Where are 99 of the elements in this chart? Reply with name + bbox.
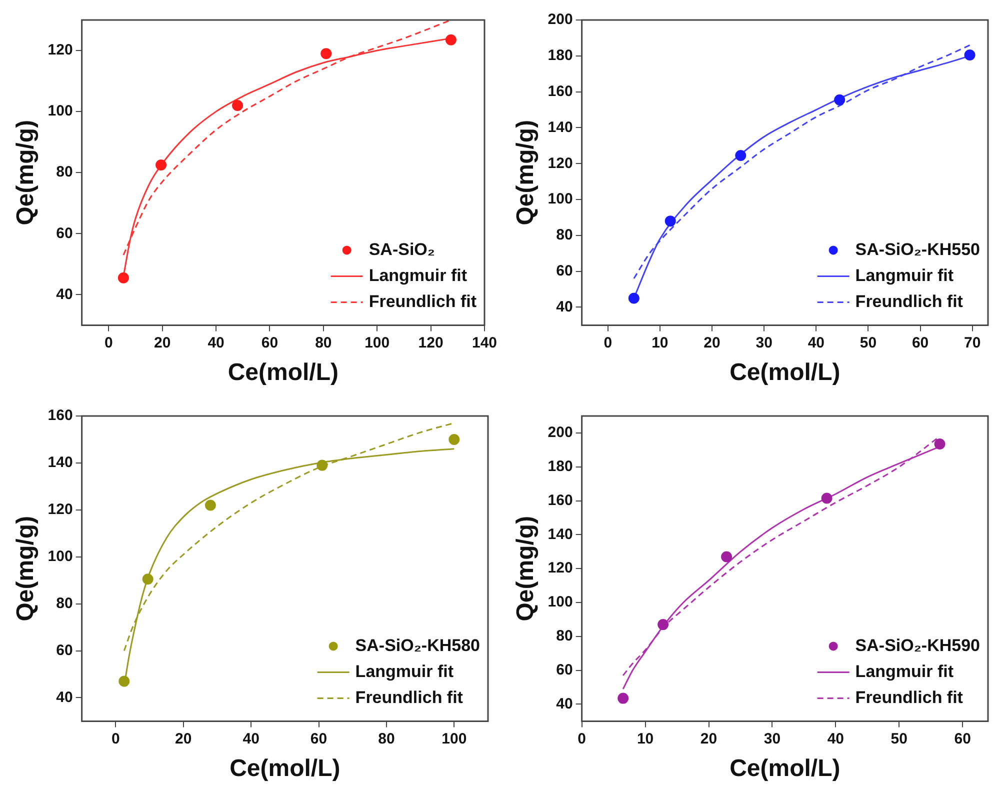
y-tick-label: 100: [48, 102, 73, 120]
y-axis-title: Qe(mg/g): [512, 120, 540, 226]
legend-label: Langmuir fit: [368, 266, 468, 285]
y-tick-label: 40: [56, 286, 73, 303]
y-tick-label: 40: [56, 688, 73, 706]
x-tick-label: 80: [315, 334, 332, 352]
point: [964, 50, 976, 61]
x-tick-label: 70: [964, 334, 981, 352]
y-tick-label: 120: [548, 154, 573, 172]
point: [834, 94, 846, 106]
x-tick-label: 10: [652, 334, 668, 352]
point: [118, 676, 130, 687]
y-tick-label: 40: [556, 695, 573, 712]
point: [232, 100, 244, 111]
x-tick-label: 30: [764, 730, 781, 748]
y-tick-label: 100: [548, 190, 573, 208]
y-tick-label: 140: [548, 526, 573, 543]
point: [721, 551, 732, 562]
y-tick-label: 200: [548, 424, 573, 442]
y-tick-label: 60: [556, 262, 573, 280]
y-tick-label: 60: [56, 642, 73, 659]
point: [204, 500, 216, 511]
x-tick-label: 0: [604, 334, 612, 352]
x-tick-label: 60: [954, 730, 971, 748]
x-tick-label: 140: [472, 334, 497, 352]
point: [628, 292, 640, 304]
point: [118, 272, 129, 284]
point: [448, 434, 460, 445]
point: [934, 438, 946, 450]
legend-label: SA-SiO₂-KH590: [855, 636, 980, 655]
legend-label: SA-SiO₂-KH580: [355, 636, 480, 655]
x-tick-label: 40: [827, 730, 844, 748]
x-tick-label: 60: [310, 730, 328, 748]
x-axis-title: Ce(mol/L): [228, 359, 338, 386]
y-axis-title: Qe(mg/g): [12, 516, 40, 622]
point: [664, 216, 676, 227]
y-tick-label: 80: [56, 164, 73, 181]
point: [735, 150, 746, 162]
y-tick-label: 140: [548, 118, 573, 136]
x-axis-title: Ce(mol/L): [730, 755, 840, 782]
x-tick-label: 40: [242, 730, 260, 748]
x-tick-label: 20: [175, 730, 192, 748]
y-tick-label: 80: [556, 628, 573, 645]
point: [821, 492, 832, 504]
y-tick-label: 100: [548, 594, 573, 611]
y-tick-label: 180: [548, 47, 573, 64]
x-axis-title: Ce(mol/L): [730, 359, 840, 386]
y-tick-label: 80: [556, 226, 573, 244]
x-tick-label: 0: [104, 334, 113, 352]
x-tick-label: 50: [860, 334, 877, 352]
x-tick-label: 60: [912, 334, 929, 352]
x-tick-label: 40: [208, 334, 224, 352]
y-tick-label: 80: [56, 594, 73, 612]
x-tick-label: 0: [112, 730, 120, 748]
point: [445, 34, 456, 46]
x-tick-label: 20: [704, 334, 720, 352]
x-tick-label: 120: [418, 334, 444, 352]
y-tick-label: 160: [548, 492, 573, 509]
point: [142, 574, 154, 585]
x-tick-label: 40: [808, 334, 824, 352]
y-tick-label: 120: [48, 501, 73, 518]
legend-label: Langmuir fit: [855, 266, 954, 285]
y-tick-label: 160: [48, 407, 73, 424]
y-tick-label: 100: [48, 548, 73, 565]
y-axis-title: Qe(mg/g): [512, 516, 540, 622]
y-tick-label: 160: [548, 82, 573, 100]
point: [156, 159, 167, 170]
point: [618, 692, 629, 704]
x-tick-label: 20: [700, 730, 718, 748]
x-tick-label: 20: [154, 334, 171, 352]
y-axis-title: Qe(mg/g): [12, 120, 40, 226]
x-tick-label: 100: [442, 730, 467, 748]
y-tick-label: 120: [548, 560, 573, 577]
y-tick-label: 60: [56, 224, 73, 242]
legend-label: SA-SiO₂-KH550: [855, 240, 980, 259]
point: [316, 460, 328, 471]
legend-label: Freundlich fit: [368, 292, 477, 311]
legend-label: Freundlich fit: [855, 292, 964, 311]
legend-label: Langmuir fit: [355, 662, 454, 681]
y-tick-label: 180: [548, 458, 573, 476]
point: [658, 619, 669, 630]
legend-label: Freundlich fit: [355, 688, 464, 707]
x-tick-label: 100: [364, 334, 390, 352]
y-tick-label: 200: [548, 11, 573, 28]
x-tick-label: 60: [261, 334, 278, 352]
x-tick-label: 30: [756, 334, 772, 352]
legend-label: SA-SiO₂: [368, 240, 435, 259]
x-tick-label: 0: [578, 730, 586, 748]
x-axis-title: Ce(mol/L): [230, 755, 340, 782]
y-tick-label: 120: [48, 42, 73, 59]
legend-label: Freundlich fit: [855, 688, 964, 707]
x-tick-label: 10: [636, 730, 654, 748]
legend-label: Langmuir fit: [855, 662, 954, 681]
y-tick-label: 60: [556, 661, 573, 678]
point: [320, 48, 332, 60]
y-tick-label: 140: [48, 454, 73, 472]
x-tick-label: 50: [890, 730, 908, 748]
x-tick-label: 80: [378, 730, 395, 748]
y-tick-label: 40: [556, 298, 573, 316]
